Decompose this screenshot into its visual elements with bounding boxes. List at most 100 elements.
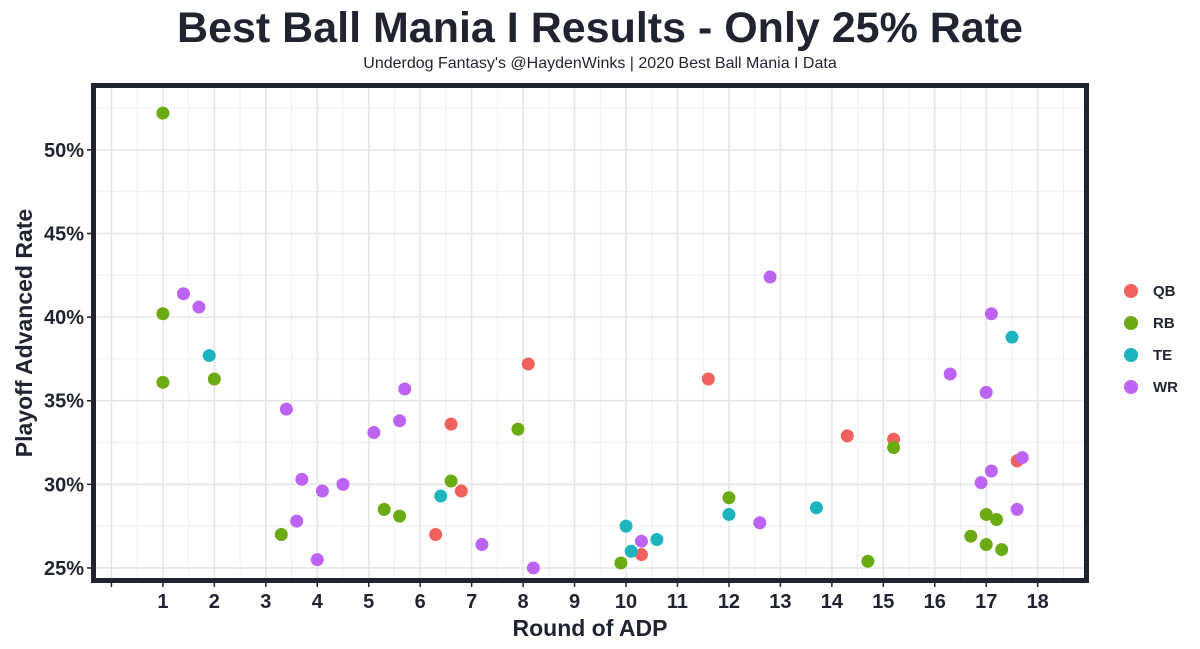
data-point-wr [763,270,777,284]
x-tick-label: 8 [518,591,529,613]
data-point-rb [156,106,170,120]
data-point-wr [984,464,998,478]
data-point-qb [840,429,854,443]
data-point-rb [861,554,875,568]
data-point-rb [274,528,288,542]
chart-title: Best Ball Mania I Results - Only 25% Rat… [177,4,1023,52]
data-point-te [650,533,664,547]
data-point-rb [990,512,1004,526]
data-point-wr [475,538,489,552]
x-tick-label: 6 [415,591,426,613]
data-point-wr [310,553,324,567]
data-point-wr [979,385,993,399]
data-point-wr [398,382,412,396]
data-point-qb [444,417,458,431]
legend-key-qb [1124,284,1138,298]
data-point-rb [393,509,407,523]
data-point-qb [701,372,715,386]
data-point-rb [207,372,221,386]
y-tick-label: 25% [44,558,84,580]
x-tick-label: 15 [872,591,894,613]
minor-grid [96,88,1084,578]
legend-label-qb: QB [1153,283,1176,300]
legend: QB RB TE WR [1124,283,1178,396]
x-axis-ticks: 1 2 3 4 5 6 7 8 9 10 11 12 13 14 15 16 17 18 [110,581,1049,613]
data-point-rb [614,556,628,570]
data-point-wr [315,484,329,498]
x-tick-label: 2 [209,591,220,613]
data-point-wr [290,514,304,528]
data-point-te [722,507,736,521]
legend-label-rb: RB [1153,315,1175,332]
legend-key-wr [1124,380,1138,394]
data-point-wr [295,472,309,486]
data-point-te [1005,330,1019,344]
x-tick-label: 5 [363,591,374,613]
data-point-rb [979,538,993,552]
data-point-te [624,544,638,558]
data-point-rb [156,375,170,389]
legend-key-te [1124,348,1138,362]
x-tick-label: 16 [924,591,946,613]
data-point-wr [336,477,350,491]
x-tick-label: 12 [718,591,740,613]
data-point-wr [634,534,648,548]
data-point-wr [279,402,293,416]
data-point-wr [1015,451,1029,465]
x-tick-label: 9 [569,591,580,613]
legend-label-te: TE [1153,347,1172,364]
x-tick-label: 17 [975,591,997,613]
data-point-wr [393,414,407,428]
x-tick-label: 13 [769,591,791,613]
data-point-rb [887,441,901,455]
panel-border [91,83,1089,583]
data-point-rb [156,307,170,321]
data-point-rb [511,422,525,436]
data-point-rb [995,543,1009,557]
data-point-te [809,501,823,515]
data-point-te [434,489,448,503]
data-point-wr [753,516,767,530]
y-tick-label: 35% [44,391,84,413]
legend-label-wr: WR [1153,379,1178,396]
y-axis-ticks: 25% 30% 35% 40% 45% 50% [44,140,93,580]
y-tick-label: 45% [44,223,84,245]
x-tick-label: 11 [667,591,688,613]
data-point-wr [1010,502,1024,516]
data-point-wr [192,300,206,314]
data-point-rb [964,529,978,543]
x-tick-label: 7 [466,591,477,613]
data-point-wr [984,307,998,321]
legend-key-rb [1124,316,1138,330]
y-tick-label: 50% [44,140,84,162]
data-point-te [202,349,216,363]
data-point-qb [429,528,443,542]
y-axis-title: Playoff Advanced Rate [11,209,37,457]
data-point-qb [634,548,648,562]
data-point-qb [454,484,468,498]
data-point-qb [521,357,535,371]
major-grid [96,88,1084,578]
y-tick-label: 30% [44,474,84,496]
chart-subtitle: Underdog Fantasy's @HaydenWinks | 2020 B… [363,55,837,72]
data-point-wr [943,367,957,381]
data-points [156,106,1029,575]
data-point-wr [974,476,988,490]
data-point-te [619,519,633,533]
data-point-wr [176,287,190,301]
data-point-rb [377,502,391,516]
x-tick-label: 10 [615,591,637,613]
data-point-rb [979,507,993,521]
data-point-rb [722,491,736,505]
x-tick-label: 1 [157,591,168,613]
y-tick-label: 40% [44,307,84,329]
data-point-wr [526,561,540,575]
x-axis-title: Round of ADP [512,615,667,641]
x-tick-label: 4 [312,591,324,613]
data-point-wr [367,426,381,440]
x-tick-label: 18 [1027,591,1049,613]
x-tick-label: 14 [821,591,844,613]
x-tick-label: 3 [260,591,271,613]
data-point-rb [444,474,458,488]
